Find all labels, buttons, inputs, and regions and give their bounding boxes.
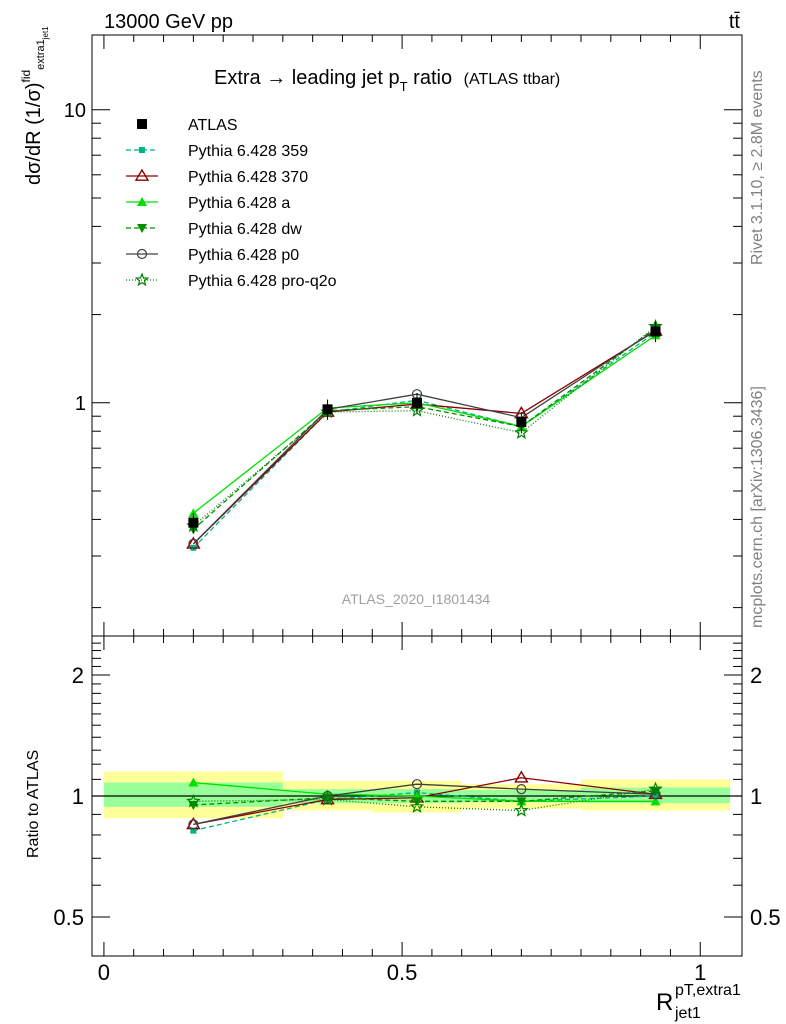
ratio-y-tick-label: 1 xyxy=(72,784,84,809)
main-ylabel: dσ/dR (1/σ)fidextra1jet1 xyxy=(19,26,50,185)
main-axis-ticks: 1 10 xyxy=(64,35,742,636)
main-ylabel-jet: jet1 xyxy=(41,26,50,40)
ratio-line-pp0 xyxy=(193,783,656,826)
ratio-marker-pq2o xyxy=(514,802,529,817)
y-tick-label: 10 xyxy=(64,100,86,122)
x-tick-label: 0 xyxy=(98,960,110,985)
main-ylabel-text: dσ/dR (1/σ) xyxy=(23,83,45,186)
ratio-marker-pa xyxy=(650,796,661,806)
series-line-p359 xyxy=(192,331,656,549)
ratio-line-pdw xyxy=(193,790,656,806)
legend-label-pp0: Pythia 6.428 p0 xyxy=(188,247,299,264)
y-tick-label: 1 xyxy=(75,393,86,415)
ratio-y-tick-label: 0.5 xyxy=(53,905,84,930)
x-axis-label: R xyxy=(656,989,673,1016)
ratio-marker-pp0 xyxy=(650,789,661,800)
ratio-y-tick-label-right: 2 xyxy=(750,663,762,688)
ratio-marker-p370 xyxy=(320,792,335,805)
marker-pa xyxy=(188,508,199,518)
main-series-group xyxy=(186,318,663,551)
marker-atlas xyxy=(188,517,199,528)
legend-label-p359: Pythia 6.428 359 xyxy=(188,143,308,160)
legend-label-p370: Pythia 6.428 370 xyxy=(188,169,308,186)
legend-label-pq2o: Pythia 6.428 pro-q2o xyxy=(188,273,337,290)
x-tick-label: 1 xyxy=(694,960,706,985)
ratio-marker-pp0 xyxy=(516,784,527,795)
series-line-pq2o xyxy=(192,326,656,527)
legend-label-pa: Pythia 6.428 a xyxy=(188,195,290,212)
series-line-p370 xyxy=(192,330,656,545)
title-small: (ATLAS ttbar) xyxy=(464,71,561,88)
xlabel-main: R xyxy=(656,989,673,1016)
ratio-marker-p359 xyxy=(652,793,659,799)
ratio-marker-pq2o xyxy=(186,793,201,808)
ratio-marker-pp0 xyxy=(188,819,199,830)
ratio-marker-pp0 xyxy=(322,790,333,802)
plot-title: Extra → leading jet pT ratio (ATLAS ttba… xyxy=(214,67,560,94)
rivet-label: Rivet 3.1.10, ≥ 2.8M events xyxy=(749,70,766,265)
marker-pp0 xyxy=(188,538,199,549)
xlabel-sup: pT,extra1 xyxy=(675,982,741,999)
ratio-marker-pp0 xyxy=(411,779,423,790)
legend-marker-pdw xyxy=(137,224,147,233)
series-line-pdw xyxy=(192,327,656,530)
legend-label-atlas: ATLAS xyxy=(188,117,238,134)
ratio-y-tick-label-right: 0.5 xyxy=(750,905,781,930)
title-tail: ratio xyxy=(408,67,452,89)
marker-atlas xyxy=(322,404,333,415)
marker-atlas xyxy=(650,326,661,337)
ratio-marker-pq2o xyxy=(409,799,425,814)
ratio-y-tick-label: 2 xyxy=(72,663,84,688)
legend-marker-atlas xyxy=(137,119,147,129)
ratio-y-tick-label-right: 1 xyxy=(750,784,762,809)
ratio-series-group xyxy=(186,770,663,834)
series-line-pp0 xyxy=(192,329,656,545)
process-label: tt̄ xyxy=(729,11,741,33)
legend: ATLAS Pythia 6.428 359 Pythia 6.428 370 Pyt… xyxy=(126,117,337,290)
title-sub: T xyxy=(400,79,408,94)
xlabel-sub: jet1 xyxy=(674,1005,701,1022)
ratio-marker-pa xyxy=(188,777,199,787)
ratio-marker-p370 xyxy=(514,770,529,783)
title-main: Extra → leading jet p xyxy=(214,67,400,89)
legend-marker-pa xyxy=(137,197,147,206)
legend-marker-pp0 xyxy=(136,248,148,260)
beam-label: 13000 GeV pp xyxy=(104,11,233,33)
ratio-axis-ticks: 0.5 0.5 1 1 2 2 0 0.5 1 xyxy=(53,636,781,985)
ratio-marker-pdw xyxy=(516,797,527,807)
ratio-marker-pq2o xyxy=(648,781,663,796)
legend-marker-p370 xyxy=(134,168,150,181)
legend-label-pdw: Pythia 6.428 dw xyxy=(188,221,302,238)
ratio-ylabel: Ratio to ATLAS xyxy=(25,750,42,858)
legend-marker-pq2o xyxy=(134,272,150,287)
legend-marker-p359 xyxy=(139,147,145,153)
x-tick-label: 0.5 xyxy=(387,960,418,985)
series-line-pa xyxy=(192,334,656,514)
marker-atlas xyxy=(516,416,527,427)
main-ylabel-sup: fid xyxy=(19,70,33,83)
ratio-marker-p359 xyxy=(190,827,197,834)
ratio-marker-pq2o xyxy=(320,791,335,806)
watermark: ATLAS_2020_I1801434 xyxy=(342,591,491,607)
marker-atlas xyxy=(412,397,422,408)
marker-pq2o xyxy=(514,425,529,440)
main-ylabel-sub: extra1 xyxy=(35,39,47,70)
mcplots-label: mcplots.cern.ch [arXiv:1306.3436] xyxy=(749,386,766,628)
